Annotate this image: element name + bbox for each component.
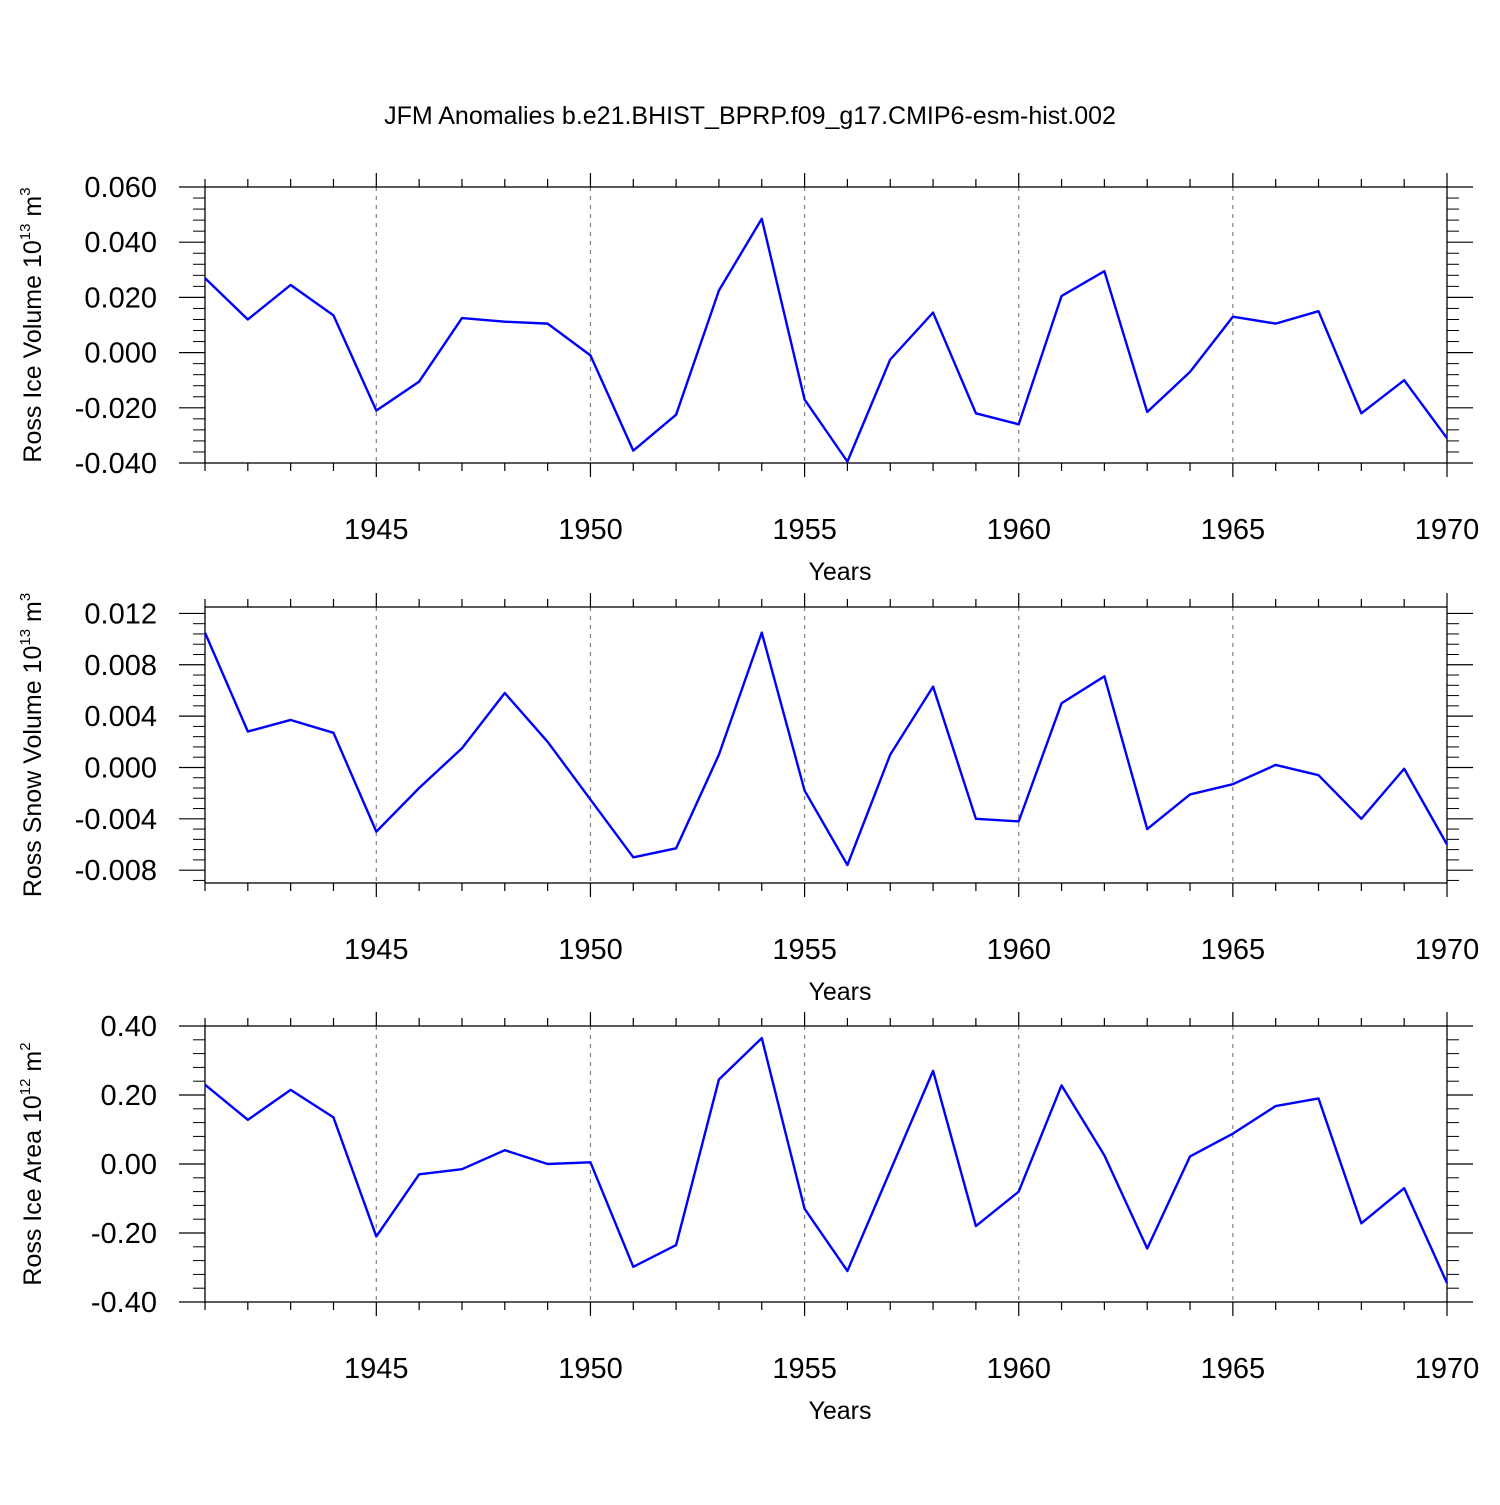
plot-frame: [204, 186, 1448, 464]
x-tick-label: 1950: [558, 934, 623, 966]
x-tick-label: 1955: [772, 934, 837, 966]
x-tick-label: 1955: [772, 514, 837, 546]
x-tick-label: 1965: [1201, 934, 1266, 966]
y-axis-title: Ross Snow Volume 1013 m3: [17, 593, 47, 897]
plot-frame: [204, 1025, 1448, 1303]
x-tick-label: 1960: [986, 1353, 1051, 1385]
y-axis-title-unit-exponent: 3: [17, 593, 34, 601]
y-axis-title: Ross Ice Volume 1013 m3: [17, 187, 47, 462]
x-tick-label: 1970: [1415, 514, 1480, 546]
y-tick-label: -0.008: [75, 855, 157, 887]
series-line: [204, 1036, 1449, 1284]
y-axis-title: Ross Ice Area 1012 m2: [17, 1042, 47, 1285]
x-tick-label: 1950: [558, 1353, 623, 1385]
y-axis-title-unit: m: [19, 601, 47, 629]
y-tick-label: -0.040: [75, 448, 157, 480]
x-tick-label: 1945: [344, 514, 409, 546]
panel-3: -0.40 -0.20 0.00 0.20 0.40 1945 1950 1955 1960 19…: [17, 1011, 1479, 1425]
y-axis-title-unit: m: [19, 1051, 47, 1079]
y-tick-label: 0.40: [101, 1011, 157, 1043]
figure-title: JFM Anomalies b.e21.BHIST_BPRP.f09_g17.C…: [384, 102, 1116, 130]
plot-frame: [204, 606, 1448, 884]
y-tick-label: 0.000: [84, 338, 157, 370]
y-tick-label: -0.004: [75, 804, 157, 836]
panel-1: -0.040 -0.020 0.000 0.020 0.040 0.060 1945 1950…: [17, 172, 1479, 586]
y-tick-label: 0.060: [84, 172, 157, 204]
y-tick-label: -0.40: [91, 1287, 157, 1319]
y-axis-title-unit: m: [19, 196, 47, 224]
x-tick-label: 1965: [1201, 1353, 1266, 1385]
y-tick-label: 0.020: [84, 282, 157, 314]
x-axis-title: Years: [808, 558, 871, 586]
x-tick-label: 1960: [986, 934, 1051, 966]
x-tick-label: 1960: [986, 514, 1051, 546]
y-tick-label: 0.040: [84, 227, 157, 259]
y-axis-title-exponent: 12: [17, 1079, 34, 1096]
y-axis-title-exponent: 13: [17, 224, 34, 241]
y-axis-title-unit-exponent: 3: [17, 187, 34, 195]
series-line: [203, 631, 1449, 867]
x-axis-title: Years: [808, 978, 871, 1006]
y-tick-label: 0.012: [84, 598, 157, 630]
y-axis-title-base: Ross Snow Volume 10: [19, 646, 47, 898]
x-tick-label: 1955: [772, 1353, 837, 1385]
y-tick-label: 0.00: [101, 1149, 157, 1181]
panel-2: -0.008 -0.004 0.000 0.004 0.008 0.012 1945 1950…: [17, 593, 1479, 1006]
y-tick-label: 0.000: [84, 752, 157, 784]
y-tick-label: -0.020: [75, 393, 157, 425]
y-axis-title-exponent: 13: [17, 629, 34, 646]
y-tick-label: -0.20: [91, 1218, 157, 1250]
x-tick-label: 1970: [1415, 934, 1480, 966]
series-line: [204, 217, 1448, 463]
x-tick-label: 1945: [344, 1353, 409, 1385]
y-axis-title-base: Ross Ice Volume 10: [19, 240, 47, 462]
x-tick-label: 1965: [1201, 514, 1266, 546]
y-axis-title-unit-exponent: 2: [17, 1042, 34, 1050]
y-tick-label: 0.20: [101, 1080, 157, 1112]
x-tick-label: 1945: [344, 934, 409, 966]
x-tick-label: 1970: [1415, 1353, 1480, 1385]
y-tick-label: 0.004: [84, 701, 157, 733]
y-axis-title-base: Ross Ice Area 10: [19, 1095, 47, 1285]
x-tick-label: 1950: [558, 514, 623, 546]
x-axis-title: Years: [808, 1397, 871, 1425]
y-tick-label: 0.008: [84, 650, 157, 682]
